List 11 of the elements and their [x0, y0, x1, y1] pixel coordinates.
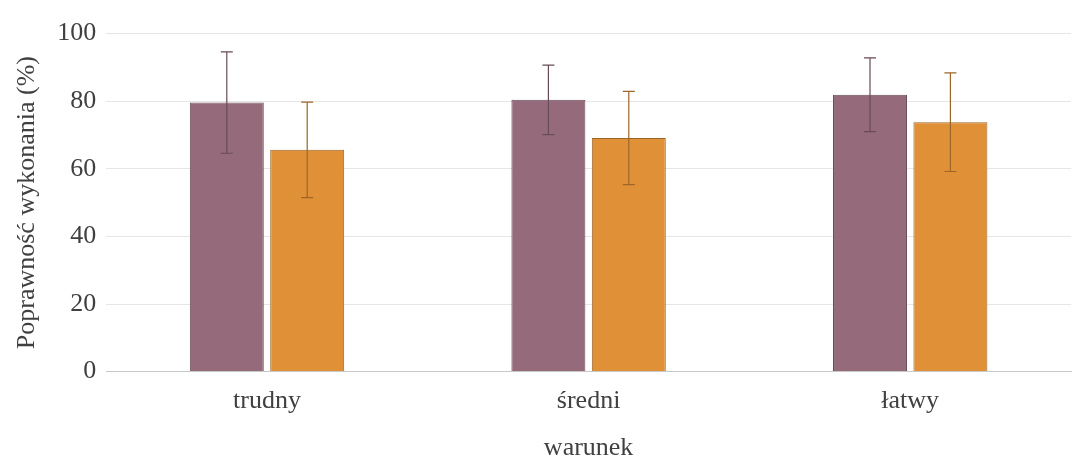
y-tick-label: 20 — [70, 287, 97, 317]
x-tick-label: średni — [556, 385, 621, 415]
y-tick-label: 60 — [70, 152, 97, 182]
x-tick-label: trudny — [233, 385, 301, 415]
y-tick-label: 100 — [57, 17, 97, 47]
y-axis-title: Poprawność wykonania (%) — [11, 56, 41, 350]
y-tick-label: 40 — [70, 220, 97, 250]
y-tick-label: 80 — [70, 85, 97, 115]
y-tick-label: 0 — [83, 355, 97, 385]
x-tick-label: łatwy — [881, 385, 940, 415]
x-axis-title: warunek — [543, 432, 634, 462]
